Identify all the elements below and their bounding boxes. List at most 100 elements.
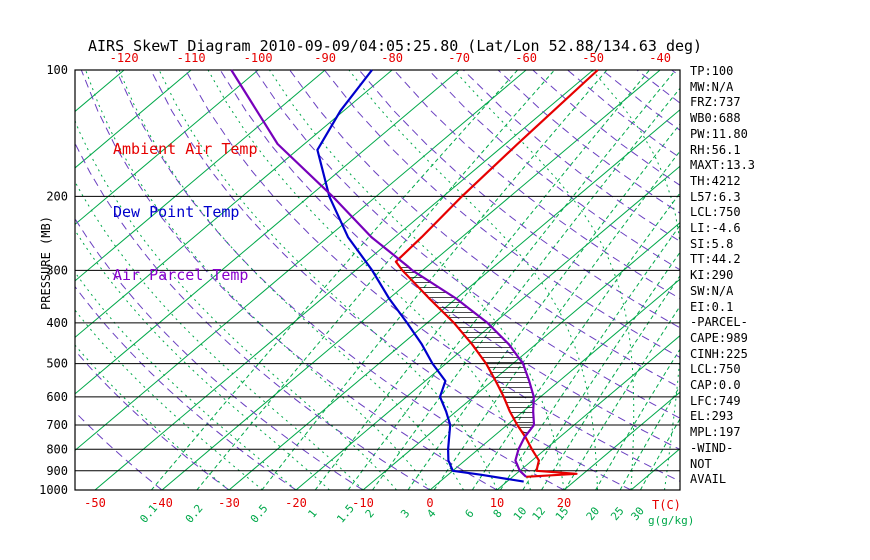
- trace-ambient-air-temp: [394, 69, 599, 478]
- mixing-ratio-line: [151, 70, 518, 490]
- mixing-ratio-label: 3: [398, 507, 412, 520]
- dry-adiabat-line: [75, 217, 364, 490]
- bottom-temp-label: -50: [84, 496, 106, 510]
- stat-line: TH:4212: [690, 173, 741, 188]
- mixing-ratio-line: [499, 224, 680, 490]
- mixing-ratio-line: [471, 192, 680, 490]
- pressure-tick-label: 100: [46, 63, 68, 77]
- stat-line: CINH:225: [690, 346, 748, 361]
- top-temp-label: -110: [177, 51, 206, 65]
- top-temp-label: -90: [314, 51, 336, 65]
- isotherm-line: [75, 70, 393, 339]
- bottom-temp-label: 0: [426, 496, 433, 510]
- stat-line: L57:6.3: [690, 189, 741, 204]
- mixing-ratio-label: 6: [463, 507, 477, 520]
- legend-air-parcel-temp: Air Parcel Temp: [113, 266, 249, 284]
- stat-line: MAXT:13.3: [690, 158, 756, 173]
- pressure-tick-label: 300: [46, 263, 68, 277]
- dry-adiabat-line: [462, 70, 680, 242]
- stat-line: MPL:197: [690, 425, 741, 440]
- dry-adiabat-line: [254, 70, 680, 419]
- stat-line: EI:0.1: [690, 299, 734, 314]
- moist-adiabat-line: [75, 344, 230, 490]
- bottom-temp-label: 20: [557, 496, 571, 510]
- pressure-tick-label: 700: [46, 418, 68, 432]
- stat-line: EL:293: [690, 409, 734, 424]
- pressure-tick-label: 500: [46, 357, 68, 371]
- dry-adiabat-line: [75, 285, 297, 490]
- isotherm-line: [94, 70, 594, 490]
- dry-adiabat-line: [185, 70, 680, 482]
- dry-adiabat-line: [80, 70, 498, 490]
- stat-line: PW:11.80: [690, 126, 748, 141]
- isotherm-line: [75, 70, 326, 282]
- mixing-ratio-line: [372, 87, 680, 490]
- bottom-temp-label: -40: [151, 496, 173, 510]
- mixing-ratio-line: [639, 417, 680, 490]
- mixing-ratio-line: [314, 70, 650, 490]
- isotherm-line: [228, 109, 680, 490]
- pressure-tick-label: 200: [46, 189, 68, 203]
- pressure-tick-label: 400: [46, 316, 68, 330]
- stat-line: KI:290: [690, 268, 734, 283]
- mixing-ratio-line: [433, 150, 680, 490]
- dry-adiabat-line: [324, 70, 680, 358]
- dry-adiabat-line: [115, 70, 565, 490]
- mixing-ratio-label: 1: [305, 507, 319, 520]
- bottom-temp-label: -30: [218, 496, 240, 510]
- stat-line: CAP:0.0: [690, 378, 741, 393]
- dry-adiabat-line: [393, 70, 680, 300]
- stat-line: AVAIL: [690, 472, 727, 487]
- mixing-ratio-line: [407, 123, 680, 490]
- moist-adiabat-line: [348, 70, 598, 490]
- mixing-unit-label: g(g/kg): [648, 514, 695, 527]
- moist-adiabat-line: [207, 70, 531, 490]
- top-temp-label: -40: [649, 51, 671, 65]
- mixing-ratio-line: [564, 305, 680, 490]
- mixing-ratio-label: 0.5: [248, 502, 271, 526]
- bottom-temp-label: 10: [490, 496, 504, 510]
- top-temp-label: -60: [515, 51, 537, 65]
- stat-line: -WIND-: [690, 440, 734, 455]
- isotherm-line: [429, 278, 680, 490]
- pressure-tick-label: 900: [46, 464, 68, 478]
- stat-line: SI:5.8: [690, 236, 734, 251]
- cape-hatch-area: [399, 266, 534, 438]
- isotherm-line: [75, 70, 460, 395]
- legend-dew-point-temp: Dew Point Temp: [113, 203, 240, 221]
- mixing-ratio-label: 12: [530, 504, 548, 523]
- mixing-ratio-label: 30: [628, 504, 646, 523]
- isotherm-line: [362, 222, 680, 490]
- stat-line: LI:-4.6: [690, 221, 741, 236]
- dry-adiabat-line: [75, 142, 431, 490]
- isotherm-line: [295, 165, 680, 490]
- plot-border: [74, 69, 681, 491]
- isotherm-line: [75, 70, 259, 226]
- stat-line: WB0:688: [690, 111, 741, 126]
- isotherm-line: [563, 391, 680, 490]
- chart-legend: Ambient Air Temp Dew Point Temp Air Parc…: [113, 97, 258, 328]
- stat-line: TT:44.2: [690, 252, 741, 267]
- dry-adiabat-line: [219, 70, 680, 451]
- top-temp-label: -80: [381, 51, 403, 65]
- pressure-tick-label: 800: [46, 442, 68, 456]
- stat-line: RH:56.1: [690, 142, 741, 157]
- moist-adiabat-line: [75, 180, 364, 490]
- stat-line: MW:N/A: [690, 79, 734, 94]
- temp-unit-label: T(C): [652, 498, 681, 512]
- pressure-tick-label: 1000: [39, 483, 68, 497]
- mixing-ratio-line: [261, 70, 608, 490]
- top-temp-label: -120: [110, 51, 139, 65]
- legend-ambient-air-temp: Ambient Air Temp: [113, 140, 258, 158]
- stat-line: SW:N/A: [690, 283, 734, 298]
- mixing-ratio-label: 25: [608, 504, 626, 523]
- trace-air-parcel-temp: [230, 69, 536, 478]
- dry-adiabat-line: [75, 411, 163, 490]
- chart-background: [75, 70, 680, 490]
- top-temp-label: -70: [448, 51, 470, 65]
- mixing-ratio-line: [196, 70, 555, 490]
- moist-adiabat-line: [269, 70, 565, 490]
- moist-adiabat-line: [453, 70, 635, 490]
- stat-line: LCL:750: [690, 362, 741, 377]
